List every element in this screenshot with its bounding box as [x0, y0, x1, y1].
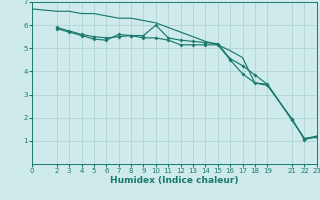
X-axis label: Humidex (Indice chaleur): Humidex (Indice chaleur) [110, 176, 239, 185]
